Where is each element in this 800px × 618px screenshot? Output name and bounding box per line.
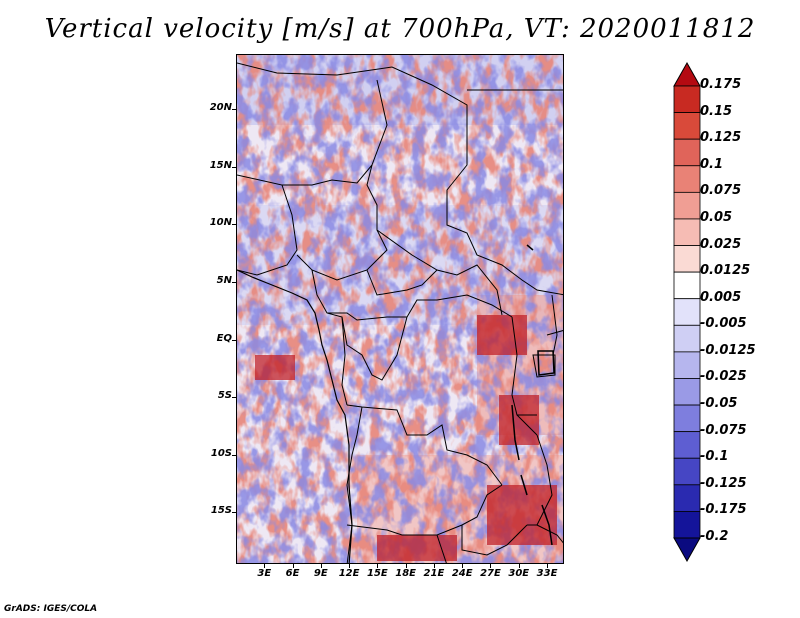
colorbar-bin	[673, 271, 701, 300]
latitude-tick	[232, 224, 236, 226]
colorbar-bin	[673, 511, 701, 539]
colorbar-bin	[673, 165, 701, 193]
colorbar-label: 0.0125	[700, 263, 751, 279]
colorbar-bin	[673, 85, 701, 113]
longitude-tick	[349, 564, 351, 568]
colorbar-bin	[673, 298, 701, 326]
latitude-label: 5S	[217, 390, 232, 402]
longitude-label: 9E	[313, 568, 328, 579]
longitude-tick	[292, 564, 294, 568]
colorbar-label: -0.125	[700, 475, 747, 491]
colorbar-bin	[673, 484, 701, 512]
colorbar-label: 0.15	[700, 103, 733, 119]
longitude-tick	[462, 564, 464, 568]
grads-credit: GrADS: IGES/COLA	[4, 604, 98, 614]
longitude-label: 27E	[480, 568, 501, 579]
colorbar-bin	[673, 431, 701, 459]
colorbar-label: -0.025	[700, 369, 747, 385]
map-title: Vertical velocity [m/s] at 700hPa, VT: 2…	[44, 14, 756, 44]
latitude-tick	[232, 512, 236, 514]
longitude-tick	[377, 564, 379, 568]
longitude-label: 21E	[423, 568, 445, 579]
longitude-label: 24E	[451, 568, 473, 579]
coastline	[237, 269, 353, 563]
colorbar-bin	[673, 404, 701, 433]
longitude-label: 18E	[395, 568, 417, 579]
longitude-tick	[320, 564, 322, 568]
colorbar-bin	[673, 245, 701, 273]
longitude-label: 30E	[508, 568, 530, 579]
latitude-tick	[232, 281, 236, 283]
colorbar-label: 0.025	[700, 236, 742, 252]
longitude-tick	[490, 564, 492, 568]
lakes	[511, 244, 555, 546]
blue-noise-layer	[237, 55, 563, 563]
latitude-label: 20N	[209, 102, 232, 114]
colorbar-bin	[673, 351, 701, 379]
colorbar-top-cap	[673, 62, 701, 87]
longitude-label: 15E	[367, 568, 388, 579]
colorbar-bin	[673, 112, 701, 140]
latitude-label: 10S	[210, 447, 232, 459]
latitude-label: 15N	[209, 159, 232, 171]
longitude-label: 33E	[536, 568, 558, 579]
longitude-tick	[433, 564, 435, 568]
latitude-tick	[232, 397, 236, 399]
longitude-label: 12E	[338, 568, 360, 579]
latitude-tick	[232, 166, 236, 168]
latitude-label: EQ	[216, 332, 232, 344]
colorbar-label: -0.175	[700, 502, 747, 518]
longitude-label: 3E	[257, 568, 272, 579]
colorbar-label: 0.175	[700, 77, 742, 92]
colorbar-bin	[673, 324, 701, 353]
colorbar-bin	[673, 218, 701, 246]
longitude-tick	[264, 564, 266, 568]
colorbar-bottom-cap	[673, 537, 701, 562]
colorbar	[673, 62, 701, 562]
latitude-tick	[232, 339, 236, 341]
map-panel	[236, 54, 564, 564]
colorbar-label: -0.05	[700, 396, 738, 412]
colorbar-label: -0.005	[700, 316, 747, 332]
colorbar-label: -0.075	[700, 422, 747, 438]
colorbar-label: -0.0125	[700, 342, 756, 358]
colorbar-bin	[673, 138, 701, 167]
longitude-tick	[547, 564, 549, 568]
latitude-tick	[232, 109, 236, 111]
colorbar-label: -0.2	[700, 529, 729, 544]
colorbar-label: -0.1	[700, 449, 729, 465]
colorbar-label: 0.125	[700, 130, 742, 146]
colorbar-bin	[673, 378, 701, 406]
latitude-label: 10N	[209, 217, 232, 229]
vertical-velocity-field	[237, 55, 563, 563]
longitude-label: 6E	[285, 568, 300, 579]
longitude-tick	[518, 564, 520, 568]
colorbar-label: 0.1	[700, 156, 724, 172]
latitude-label: 5N	[216, 274, 232, 286]
colorbar-label: 0.005	[700, 289, 742, 305]
longitude-tick	[405, 564, 407, 568]
colorbar-label: 0.05	[700, 209, 733, 225]
latitude-tick	[232, 454, 236, 456]
colorbar-label: 0.075	[700, 183, 742, 199]
colorbar-bin	[673, 191, 701, 220]
latitude-label: 15S	[210, 505, 232, 517]
colorbar-bin	[673, 457, 701, 486]
